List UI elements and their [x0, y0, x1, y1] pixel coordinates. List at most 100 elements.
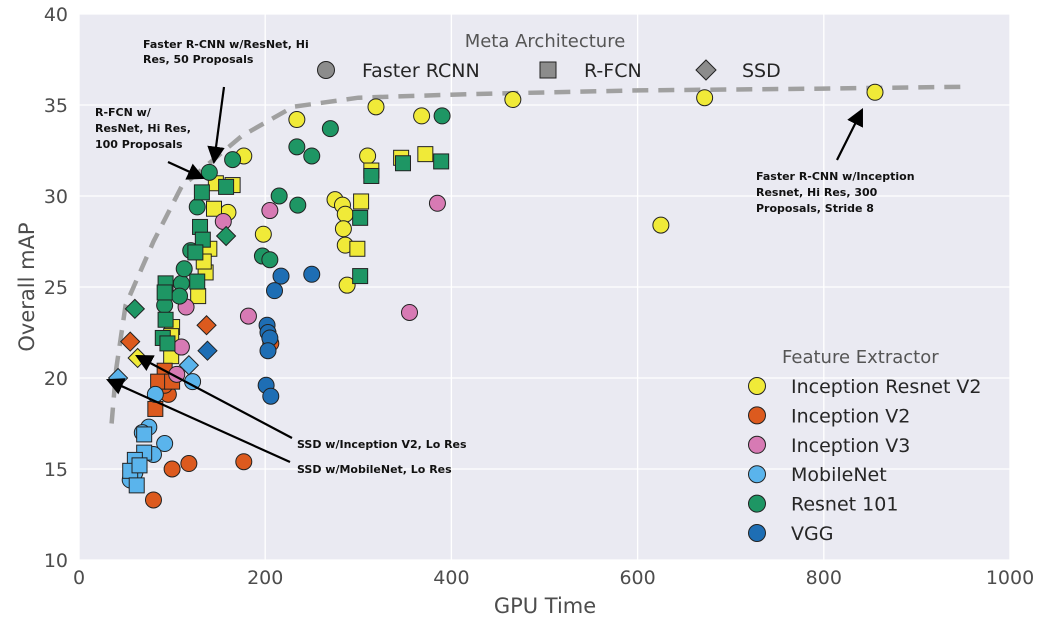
- x-axis-label: GPU Time: [494, 594, 596, 618]
- resnet-101-square-point: [189, 273, 206, 290]
- resnet-101-square-point: [352, 268, 369, 285]
- annotation-text: Proposals, Stride 8: [756, 202, 874, 215]
- vgg-diamond-point: [197, 340, 218, 361]
- resnet-101-square-point: [218, 178, 235, 195]
- resnet-101-circle-point: [288, 138, 306, 156]
- resnet-101-diamond-point: [215, 225, 237, 247]
- inception-v3-circle-point: [401, 303, 419, 321]
- vgg-circle-point: [272, 267, 290, 285]
- y-tick-label: 30: [44, 186, 68, 208]
- x-tick-label: 0: [73, 567, 85, 589]
- inception-v3-circle-point: [172, 338, 190, 356]
- inception-resnet-v2-circle-point: [652, 216, 670, 234]
- inception-resnet-v2-circle-point: [254, 225, 272, 243]
- resnet-101-circle-point: [224, 151, 242, 169]
- feature-legend-title: Feature Extractor: [782, 347, 939, 368]
- meta-legend-title: Meta Architecture: [465, 31, 626, 52]
- inception-resnet-v2-square-point: [353, 193, 370, 210]
- y-tick-label: 20: [44, 368, 68, 390]
- inception-v2-circle-point: [144, 491, 162, 509]
- inception-resnet-v2-circle-point: [336, 205, 354, 223]
- data-points: [107, 83, 884, 509]
- feature-legend-label: Inception Resnet V2: [791, 376, 982, 398]
- annotation-arrow: [135, 354, 293, 439]
- vgg-circle-point: [303, 265, 321, 283]
- meta-legend-circle-marker: [317, 61, 335, 79]
- mobilenet-square-point: [136, 426, 153, 443]
- annotation-text: Faster R-CNN w/ResNet, Hi: [143, 38, 309, 51]
- inception-resnet-v2-circle-point: [866, 83, 884, 101]
- resnet-101-square-point: [394, 155, 411, 172]
- inception-v3-circle-point: [214, 212, 232, 230]
- inception-v3-circle-point: [239, 307, 257, 325]
- feature-legend-swatch: [748, 377, 766, 395]
- y-tick-label: 25: [44, 277, 68, 299]
- inception-resnet-v2-circle-point: [367, 98, 385, 116]
- annotation-text: SSD w/MobileNet, Lo Res: [297, 463, 452, 476]
- annotation-text: Res, 50 Proposals: [143, 53, 254, 66]
- meta-legend-label: Faster RCNN: [362, 60, 480, 82]
- x-tick-label: 600: [619, 567, 655, 589]
- annotations: Faster R-CNN w/ResNet, Hi Res, 50 Proposa…: [95, 38, 915, 476]
- x-tick-label: 1000: [986, 567, 1034, 589]
- inception-v2-circle-point: [235, 453, 253, 471]
- annotation-text: Resnet, Hi Res, 300: [756, 186, 878, 199]
- x-tick-labels: 0 200 400 600 800 1000: [73, 567, 1034, 589]
- inception-resnet-v2-circle-point: [288, 111, 306, 129]
- inception-v2-circle-point: [163, 460, 181, 478]
- y-tick-label: 10: [44, 550, 68, 572]
- resnet-101-diamond-point: [124, 298, 146, 320]
- y-axis-label: Overall mAP: [15, 222, 39, 351]
- y-tick-labels: 10 15 20 25 30 35 40: [44, 4, 68, 572]
- meta-legend-diamond-marker: [695, 59, 717, 81]
- feature-legend-swatch: [748, 465, 766, 484]
- mobilenet-square-point: [128, 477, 145, 494]
- annotation-text: ResNet, Hi Res,: [95, 122, 191, 135]
- feature-legend-label: MobileNet: [791, 464, 887, 486]
- x-tick-label: 400: [433, 567, 469, 589]
- mobilenet-circle-point: [156, 435, 174, 453]
- resnet-101-square-point: [157, 311, 174, 328]
- inception-v2-circle-point: [180, 455, 198, 473]
- inception-resnet-v2-square-point: [349, 240, 366, 257]
- x-tick-label: 200: [247, 567, 283, 589]
- annotation-arrow: [167, 160, 206, 180]
- annotation-text: 100 Proposals: [95, 138, 183, 151]
- feature-legend-swatch: [748, 435, 766, 454]
- feature-legend-label: Inception V3: [791, 435, 910, 457]
- y-tick-label: 35: [44, 95, 68, 117]
- vgg-circle-point: [266, 282, 284, 300]
- annotation-text: SSD w/Inception V2, Lo Res: [297, 438, 467, 451]
- inception-resnet-v2-circle-point: [504, 91, 522, 109]
- resnet-101-circle-point: [303, 147, 321, 165]
- resnet-101-square-point: [352, 209, 369, 226]
- resnet-101-square-point: [187, 244, 204, 261]
- inception-v3-circle-point: [428, 194, 446, 212]
- vgg-circle-point: [262, 387, 280, 405]
- annotation-text: Faster R-CNN w/Inception: [756, 170, 915, 183]
- y-tick-label: 40: [44, 4, 68, 26]
- inception-resnet-v2-circle-point: [338, 276, 356, 294]
- inception-resnet-v2-square-point: [205, 200, 222, 217]
- feature-legend-swatch: [748, 494, 766, 513]
- meta-legend-label: R-FCN: [584, 60, 642, 82]
- resnet-101-circle-point: [321, 120, 339, 138]
- feature-legend-label: Inception V2: [791, 405, 910, 427]
- resnet-101-circle-point: [175, 260, 193, 278]
- inception-resnet-v2-square-point: [417, 146, 434, 163]
- grid: [78, 13, 1011, 561]
- inception-v3-circle-point: [261, 202, 279, 220]
- inception-resnet-v2-circle-point: [696, 89, 714, 107]
- feature-legend-swatch: [748, 406, 766, 425]
- mobilenet-square-point: [131, 457, 148, 474]
- inception-resnet-v2-square-point: [190, 288, 207, 305]
- resnet-101-circle-point: [270, 187, 288, 205]
- x-tick-label: 800: [806, 567, 842, 589]
- annotation-text: R-FCN w/: [95, 106, 152, 119]
- resnet-101-circle-point: [289, 196, 307, 214]
- feature-extractor-legend: Feature Extractor Inception Resnet V2 Ince…: [748, 347, 982, 545]
- annotation-arrow: [207, 86, 226, 165]
- resnet-101-square-point: [363, 167, 380, 184]
- feature-legend-swatch: [748, 524, 766, 542]
